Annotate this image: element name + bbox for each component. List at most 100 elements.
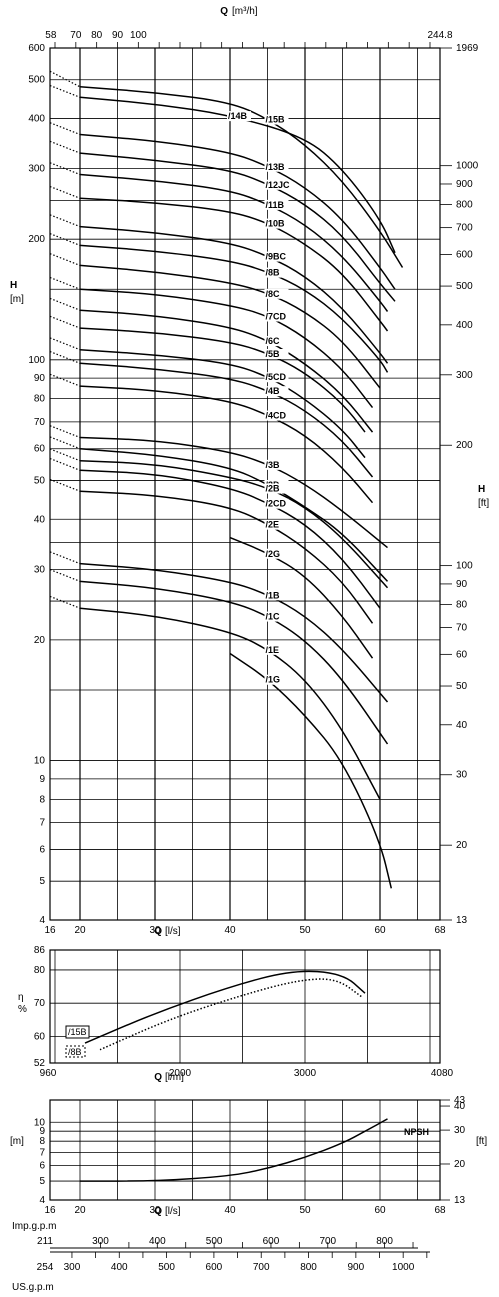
head-right-tick: 1969 [456, 43, 479, 54]
head-bottom-tick: 60 [374, 925, 386, 936]
head-bottom-tick: 50 [299, 925, 311, 936]
head-left-tick: 500 [28, 75, 45, 86]
npsh-left-tick: 5 [39, 1176, 45, 1187]
head-curve-dotted [49, 457, 81, 471]
npsh-right-unit: [ft] [476, 1136, 487, 1147]
head-curve-4CD [79, 385, 374, 504]
eff-curve-15B [84, 970, 366, 1044]
npsh-bottom-tick: 20 [74, 1205, 86, 1216]
npsh-left-unit: [m] [10, 1136, 24, 1147]
head-curve-4B [79, 362, 374, 478]
eff-left-tick: 52 [34, 1058, 46, 1069]
head-bottom-tick: 20 [74, 925, 86, 936]
npsh-q-title: Q [154, 1206, 162, 1217]
head-curve-9BC [79, 225, 389, 364]
head-right-tick: 400 [456, 320, 473, 331]
curve-label-bg [264, 498, 289, 509]
eff-left-title: η [18, 992, 24, 1003]
us-tick: 900 [348, 1262, 365, 1273]
head-right-tick: 1000 [456, 161, 479, 172]
head-right-unit: [ft] [478, 498, 489, 509]
head-curve-1C [79, 580, 389, 745]
head-curve-8C [79, 264, 381, 389]
head-right-tick: 300 [456, 370, 473, 381]
curve-label-bg [264, 251, 289, 262]
curve-label-bg [264, 459, 289, 470]
npsh-bottom-tick: 16 [44, 1205, 56, 1216]
npsh-bottom-tick: 68 [434, 1205, 446, 1216]
head-curve-1G [229, 652, 393, 889]
curve-label-bg [264, 179, 289, 190]
head-grid [49, 47, 441, 921]
curve-label-bg [264, 519, 289, 530]
head-curve-dotted [49, 84, 81, 98]
head-curve-10B [79, 197, 389, 332]
q-m3h-title: Q [220, 6, 228, 17]
head-right-tick: 20 [456, 840, 468, 851]
head-curve-1E [79, 607, 381, 800]
head-left-tick: 300 [28, 164, 45, 175]
head-curve-dotted [49, 436, 81, 450]
curve-label-bg [264, 336, 289, 347]
npsh-left-tick: 4 [39, 1195, 45, 1206]
head-left-tick: 400 [28, 114, 45, 125]
top-tick: 244.8 [427, 30, 452, 41]
imp-tick: 700 [319, 1236, 336, 1247]
head-left-unit: [m] [10, 294, 24, 305]
head-curve-dotted [49, 315, 81, 329]
curve-label-bg [264, 311, 289, 322]
eff-curve-8B [99, 978, 362, 1051]
curve-label-9BC: /9BC [266, 252, 287, 262]
curve-label-1E: /1E [266, 645, 280, 655]
npsh-left-tick: 6 [39, 1161, 45, 1172]
head-curve-dotted [49, 351, 81, 364]
curve-label-bg [264, 483, 289, 494]
head-curve-dotted [49, 373, 81, 387]
curve-label-2G: /2G [266, 549, 281, 559]
eff-bottom-tick: 960 [40, 1068, 57, 1079]
q-ls-title: Q [154, 926, 162, 937]
curve-label-bg [264, 590, 289, 601]
npsh-left-tick: 10 [34, 1117, 46, 1128]
npsh-left-tick: 9 [39, 1126, 45, 1137]
eff-frame [49, 949, 441, 1064]
head-left-tick: 6 [39, 844, 45, 855]
head-curve-1B [79, 562, 389, 703]
curve-label-8B: /8B [266, 268, 281, 278]
curve-label-bg [264, 611, 289, 622]
head-panel: /15B/14B/13B/12JC/11B/10B/9BC/8B/8C/7CD /… [28, 43, 478, 936]
npsh-grid [49, 1099, 441, 1201]
head-right-tick: 800 [456, 199, 473, 210]
head-right-tick: 70 [456, 623, 468, 634]
npsh-q-unit: [l/s] [165, 1206, 181, 1217]
head-right-tick: 200 [456, 440, 473, 451]
us-tick: 400 [111, 1262, 128, 1273]
npsh-curve [80, 1118, 388, 1182]
head-left-ticks: 600 500 400 300 200 100 90 80 70 60 50 40 30 20 10 9 8 7 6… [28, 43, 45, 926]
head-right-tick: 100 [456, 561, 473, 572]
curve-label-15B: /15B [266, 115, 286, 125]
top-tick: 80 [91, 30, 103, 41]
imp-tick: 600 [263, 1236, 280, 1247]
head-curve-3B [79, 436, 388, 549]
head-left-tick: 100 [28, 355, 45, 366]
head-bottom-tick: 16 [44, 925, 56, 936]
npsh-right-tick: 43 [454, 1095, 466, 1106]
curve-label-bg [264, 218, 289, 229]
head-right-tick: 40 [456, 720, 468, 731]
curve-label-3B: /3B [266, 460, 281, 470]
eff-bottom-tick: 2000 [169, 1068, 192, 1079]
us-gpm-scale: 254 300 400 500 600 700 800 900 1000 [37, 1251, 430, 1273]
head-left-tick: 30 [34, 564, 46, 575]
curve-label-bg [264, 161, 289, 172]
head-curve-dotted [49, 276, 81, 290]
head-right-tick: 50 [456, 681, 468, 692]
imp-tick: 211 [37, 1236, 53, 1247]
curve-label-bg [264, 199, 289, 210]
head-curve-2CD [79, 469, 381, 609]
curve-label-13B: /13B [266, 162, 286, 172]
head-curve-11B [79, 173, 389, 312]
